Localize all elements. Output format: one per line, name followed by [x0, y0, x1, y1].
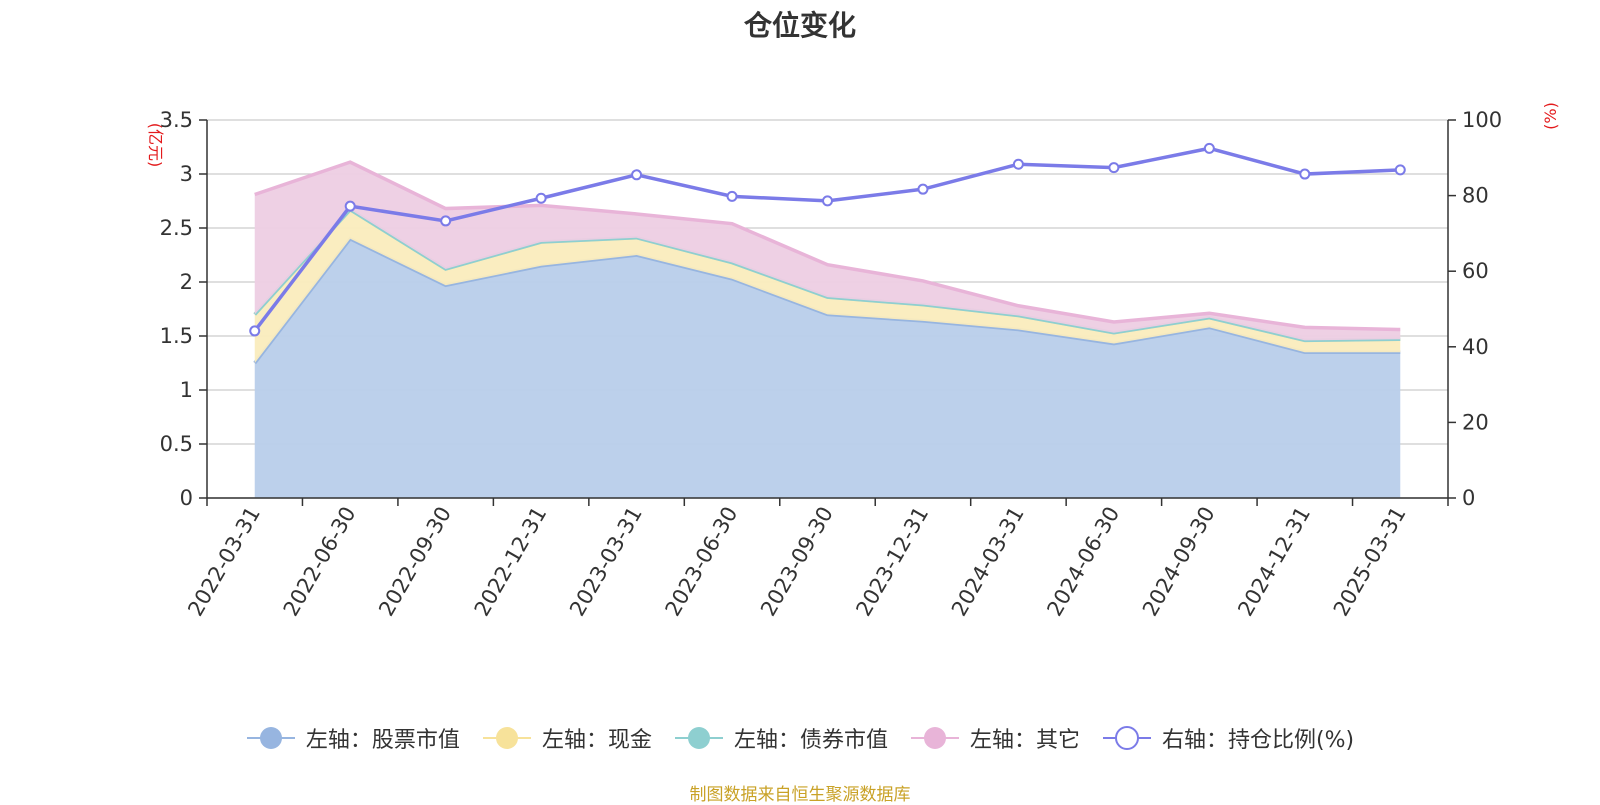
legend-swatch-icon [674, 727, 723, 749]
legend-swatch-icon [910, 727, 959, 749]
x-axis-tick-label: 2022-09-30 [374, 502, 456, 620]
area-edge-line [254, 160, 1401, 332]
left-axis-tick-label: 2 [180, 270, 193, 294]
chart-title: 仓位变化 [743, 9, 856, 42]
legend-item[interactable]: 左轴：其它 [910, 722, 1080, 754]
left-axis-tick-label: 3 [180, 162, 193, 186]
left-axis-tick-label: 3.5 [160, 108, 193, 132]
x-axis-tick-label: 2024-06-30 [1042, 503, 1124, 621]
legend-label: 左轴：其它 [969, 728, 1080, 753]
left-axis-tick-label: 0 [180, 486, 193, 510]
right-axis-tick-label: 20 [1462, 410, 1489, 434]
right-axis-tick-label: 0 [1462, 486, 1475, 510]
x-axis-tick-label: 2024-12-31 [1233, 503, 1315, 621]
position-ratio-point [1203, 142, 1215, 154]
x-axis-tick-label: 2023-09-30 [756, 503, 838, 621]
area-series [253, 160, 1401, 499]
legend-swatch-icon [246, 727, 295, 749]
left-axis-tick-label: 2.5 [160, 216, 193, 240]
legend-label: 左轴：股票市值 [305, 728, 460, 753]
x-axis-tick-label: 2024-09-30 [1138, 503, 1220, 621]
right-axis-tick-label: 60 [1462, 259, 1489, 283]
x-axis-tick-label: 2023-06-30 [661, 503, 743, 621]
area-fill [254, 209, 1401, 363]
left-axis-tick-label: 0.5 [160, 432, 193, 456]
area-fill [254, 238, 1401, 499]
legend-label: 右轴：持仓比例(%) [1161, 728, 1355, 753]
position-ratio-point [1299, 168, 1311, 180]
position-ratio-point [344, 200, 356, 212]
x-axis-tick-label: 2025-03-31 [1329, 503, 1411, 621]
position-ratio-point [249, 325, 261, 337]
legend-item[interactable]: 右轴：持仓比例(%) [1102, 722, 1354, 754]
right-axis-tick-label: 40 [1462, 335, 1489, 359]
position-ratio-point [1394, 164, 1406, 176]
x-axis-tick-label: 2023-12-31 [851, 503, 933, 621]
legend-label: 左轴：债券市值 [733, 728, 888, 753]
position-ratio-point [917, 183, 929, 195]
left-axis-tick-label: 1.5 [160, 324, 193, 348]
legend: 左轴：股票市值 左轴：现金 左轴：债券市值 左轴：其它 右轴：持仓比例(%) [0, 722, 1600, 754]
legend-item[interactable]: 左轴：现金 [482, 722, 652, 754]
right-axis-unit: (%) [1541, 102, 1560, 130]
x-axis-tick-label: 2022-03-31 [183, 503, 265, 621]
legend-item[interactable]: 左轴：债券市值 [674, 722, 888, 754]
legend-swatch-icon [1102, 726, 1151, 750]
left-axis-tick-label: 1 [180, 378, 193, 402]
x-axis-tick-label: 2022-12-31 [470, 503, 552, 621]
legend-swatch-icon [482, 727, 531, 749]
source-note: 制图数据来自恒生聚源数据库 [689, 785, 911, 805]
position-ratio-point [535, 192, 547, 204]
x-axis-tick-label: 2022-06-30 [279, 503, 361, 621]
right-axis-tick-label: 100 [1462, 108, 1502, 132]
left-axis-unit: (亿元) [146, 123, 165, 168]
position-ratio-point [631, 169, 643, 181]
right-axis-tick-label: 80 [1462, 184, 1489, 208]
position-ratio-point [1108, 162, 1120, 174]
x-axis-tick-label: 2023-03-31 [565, 503, 647, 621]
legend-label: 左轴：现金 [541, 728, 652, 753]
position-ratio-point [440, 215, 452, 227]
legend-item[interactable]: 左轴：股票市值 [246, 722, 460, 754]
position-ratio-point [726, 190, 738, 202]
position-ratio-point [822, 195, 833, 207]
position-ratio-point [1012, 158, 1024, 170]
line-series [249, 142, 1406, 337]
x-axis-tick-label: 2024-03-31 [947, 503, 1029, 621]
